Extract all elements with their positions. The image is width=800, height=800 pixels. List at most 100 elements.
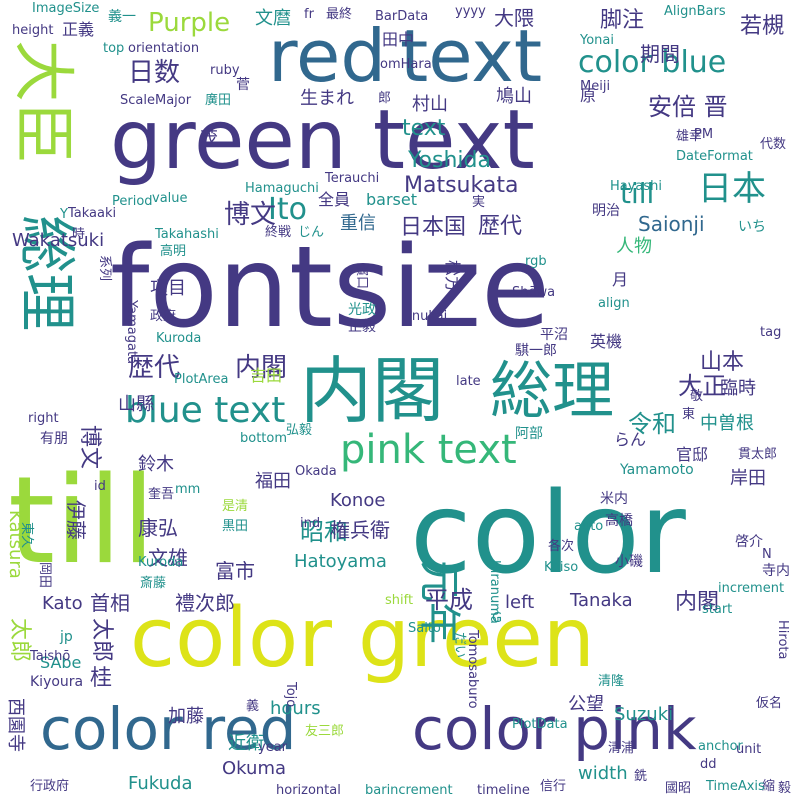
word-higashikuni: 東久 <box>19 522 34 549</box>
word-kuroda-2: Kuroda <box>138 555 184 570</box>
word-seigi: 正義 <box>62 20 95 39</box>
word-kiichiro: 騏一郎 <box>515 343 557 359</box>
word-hayashi: Hayashi <box>610 179 663 194</box>
word-daijin: 大臣 <box>7 40 80 165</box>
word-terauchi: Terauchi <box>325 171 380 186</box>
word-showa: 昭和 <box>300 518 348 546</box>
word-saionji-k: 西園寺 <box>5 698 26 752</box>
word-blue-text: blue text <box>125 390 286 431</box>
word-shou: Shōwa <box>512 285 556 300</box>
word-taro-2: 太郎 <box>89 618 114 663</box>
word-tomosaburo-k: 友三郎 <box>305 724 345 739</box>
word-plotarea: PlotArea <box>174 372 229 387</box>
word-top: top <box>103 41 125 56</box>
word-suzuki-k: 鈴木 <box>138 454 174 475</box>
word-barset: barset <box>366 190 417 209</box>
word-reijiro: 禮次郎 <box>175 591 235 615</box>
word-jinbutsu: 人物 <box>616 236 652 257</box>
word-align: align <box>598 296 630 311</box>
word-katsura-k: 桂 <box>90 666 113 691</box>
word-timeaxis: TimeAxis <box>706 779 765 794</box>
word-pink-text: pink text <box>340 427 517 473</box>
word-gonbee: 権兵衛 <box>330 518 390 542</box>
word-matsukata-k: 松方 <box>443 260 462 293</box>
word-barincrement: barincrement <box>365 783 453 798</box>
word-color-blue: color blue <box>578 45 727 80</box>
word-kyakuchuu: 脚注 <box>600 8 645 33</box>
word-kei: 敬 <box>690 389 704 404</box>
word-kokusho: 國昭 <box>665 781 692 796</box>
word-jitsu: 実 <box>472 195 486 210</box>
word-yamamoto-kanji: 山本 <box>700 350 745 375</box>
word-tag: tag <box>760 325 782 340</box>
word-shinko: 信行 <box>540 779 567 794</box>
word-kakuji: 各次 <box>548 539 575 554</box>
word-abe-shin: 安倍 晋 <box>648 93 728 121</box>
word-text-sm: text <box>402 116 446 141</box>
word-fontsize: fontsize <box>110 223 551 353</box>
word-ito-k: 伊藤 <box>64 500 88 540</box>
word-fukuda: Fukuda <box>128 773 193 794</box>
word-green-text: green text <box>110 93 535 188</box>
word-yasuhiro: 康弘 <box>138 516 178 540</box>
word-hatoyama: Hatoyama <box>294 551 387 572</box>
word-fumio: 文雄 <box>148 546 188 570</box>
word-koumoku: 項目 <box>150 278 186 299</box>
word-shusen: 終戦 <box>265 225 292 240</box>
word-late: late <box>456 374 481 389</box>
word-atobe: 阿部 <box>515 426 543 442</box>
word-nakasone: 中曽根 <box>700 413 754 434</box>
word-umare: 生まれ <box>300 88 354 109</box>
word-kantei: 官邸 <box>676 445 709 464</box>
word-year: year <box>258 740 288 755</box>
word-naikaku-3: 内閣 <box>675 590 720 615</box>
word-hirobumi-v: 博文 <box>77 425 102 470</box>
word-till: till <box>8 452 156 591</box>
word-increment: increment <box>718 581 785 596</box>
word-fr: fr <box>304 7 314 22</box>
word-mm: mm <box>175 482 201 497</box>
word-till-2: till <box>620 177 655 210</box>
word-yonai-k: 米内 <box>600 491 628 507</box>
word-ran: らん <box>614 430 647 449</box>
word-omhara: omHara <box>380 57 432 72</box>
word-hirota: Hirota <box>775 620 790 660</box>
word-takaaki-k: 高明 <box>160 244 187 259</box>
word-tomosaburo: Tomosaburo <box>465 630 480 709</box>
word-saionji: Saionji <box>638 212 705 236</box>
word-imagesize: ImageSize <box>32 1 100 16</box>
word-seiryu: 清隆 <box>598 674 625 689</box>
word-meiji-k: 明治 <box>592 203 620 219</box>
word-saigo: 最終 <box>326 7 353 22</box>
word-toki: 時 <box>72 227 86 242</box>
word-value: value <box>152 191 188 206</box>
word-color-green: color green <box>130 591 595 686</box>
word-auto: auto <box>574 519 604 534</box>
word-orientation: orientation <box>128 41 200 56</box>
word-okada-k: 岡田 <box>37 562 52 589</box>
word-hamaguchi-k: 濱口 <box>354 263 369 290</box>
word-tojo-k: 縮 <box>762 779 776 794</box>
word-takahashi: Takahashi <box>155 227 219 242</box>
word-gi: 義 <box>246 699 260 714</box>
word-hiro: 弘毅 <box>286 423 313 438</box>
word-seifu: 政府 <box>150 309 177 324</box>
word-text-top: text <box>400 14 543 98</box>
word-yamagata-k: 山縣 <box>118 394 154 415</box>
word-terauchi-k: 寺内 <box>762 563 790 579</box>
word-hiranuma-k: 平沼 <box>540 327 568 343</box>
word-yamagata: Yamagata <box>124 300 139 365</box>
word-rgb: rgb <box>525 254 547 269</box>
word-color-pink: color pink <box>412 695 697 763</box>
word-gyoseifu: 行政府 <box>30 779 70 794</box>
word-g-letter: G <box>492 611 503 626</box>
word-naikaku-2: 内閣 <box>235 353 288 383</box>
word-kuroda-k: 黒田 <box>222 519 249 534</box>
word-heisei: 平成 <box>425 586 473 614</box>
word-meiji: Meiji <box>580 79 611 94</box>
word-daisu: 代数 <box>760 137 787 152</box>
word-keiretsu: 系列 <box>97 255 112 282</box>
word-reiwa: 令和 <box>628 410 676 438</box>
word-pm: PM <box>694 127 714 142</box>
word-ichi: いち <box>738 219 766 235</box>
